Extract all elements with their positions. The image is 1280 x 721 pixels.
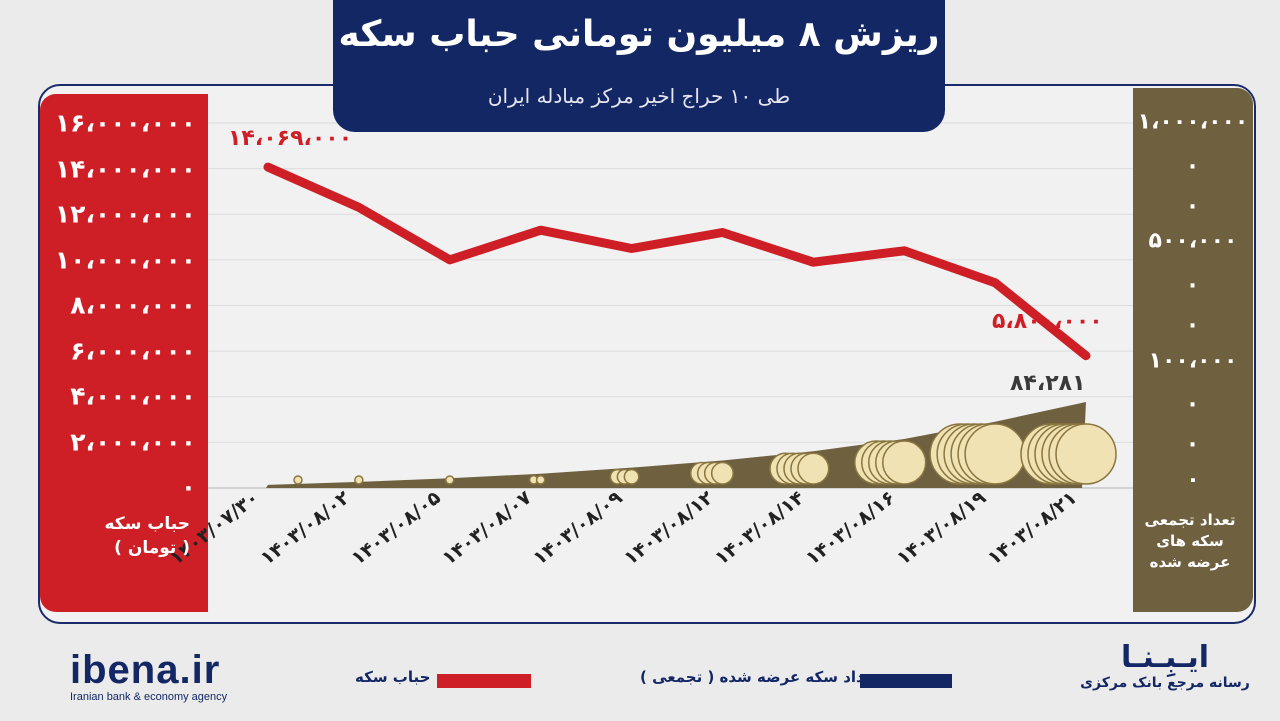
chart-subtitle: طی ۱۰ حراج اخیر مرکز مبادله ایران xyxy=(487,84,791,108)
left-axis-tick: ۲،۰۰۰،۰۰۰ xyxy=(70,427,196,456)
chart-title: ریزش ۸ میلیون تومانی حباب سکه xyxy=(338,14,940,55)
title-box: ریزش ۸ میلیون تومانی حباب سکه طی ۱۰ حراج… xyxy=(333,0,945,132)
ibena-tagline: Iranian bank & economy agency xyxy=(70,691,228,703)
left-axis-tick: ۸،۰۰۰،۰۰۰ xyxy=(70,290,196,320)
coin-mark xyxy=(445,475,455,485)
left-axis-tick: ۱۲،۰۰۰،۰۰۰ xyxy=(54,199,196,229)
coin-bubble-point xyxy=(538,228,543,233)
left-axis-tick: ۴،۰۰۰،۰۰۰ xyxy=(70,381,196,411)
x-axis-tick: ۱۴۰۳/۰۸/۱۲ xyxy=(620,486,718,569)
coin-mark xyxy=(354,475,364,485)
ibena-persian-logo: ایـبِـنـا رسانه مرجع بانک مرکزی xyxy=(1080,640,1250,691)
left-axis-tick: ۶،۰۰۰،۰۰۰ xyxy=(70,336,196,365)
coin-bubble-point xyxy=(902,248,907,253)
x-axis-tick: ۱۴۰۳/۰۸/۰۲ xyxy=(256,486,354,569)
coin-bubble-point xyxy=(356,205,361,210)
last-bubble-label: ۵،۸۰۰،۰۰۰ xyxy=(992,309,1103,334)
right-axis-tick: ۵۰۰،۰۰۰ xyxy=(1148,228,1238,254)
right-axis-tick: . xyxy=(1188,427,1198,453)
coin-bubble-point xyxy=(1084,353,1088,358)
x-axis-tick: ۱۴۰۳/۰۸/۱۴ xyxy=(711,487,809,570)
coin-mark xyxy=(1055,423,1117,485)
first-bubble-label: ۱۴،۰۶۹،۰۰۰ xyxy=(228,126,352,151)
coin-mark xyxy=(710,461,734,485)
left-axis-label-line1: حباب سکه xyxy=(104,514,191,534)
x-axis-tick: ۱۴۰۳/۰۸/۰۵ xyxy=(347,486,445,569)
right-axis-tick: ۰ xyxy=(1186,467,1200,493)
ibena-brand: ibena.ir xyxy=(70,648,221,692)
chart-frame xyxy=(38,84,1256,624)
ibena-persian-tagline: رسانه مرجع بانک مرکزی xyxy=(1080,675,1250,691)
coin-bubble-point xyxy=(629,246,634,251)
coin-bubble-point xyxy=(720,230,725,235)
coin-mark xyxy=(623,468,640,485)
coin-bubble-point xyxy=(811,260,816,265)
ibena-logo: ibena.ir Iranian bank & economy agency xyxy=(70,648,227,703)
right-axis-panel xyxy=(1133,88,1253,612)
left-axis-panel xyxy=(40,94,208,612)
left-axis-tick: ۱۴،۰۰۰،۰۰۰ xyxy=(54,154,196,183)
right-axis-tick: . xyxy=(1188,387,1198,413)
last-count-label: ۸۴،۲۸۱ xyxy=(1010,371,1086,396)
coin-bubble-line xyxy=(263,162,1091,361)
x-axis-tick: ۱۴۰۳/۰۸/۰۹ xyxy=(529,486,627,569)
right-axis-tick: . xyxy=(1188,268,1198,294)
right-axis-tick: ۱،۰۰۰،۰۰۰ xyxy=(1137,109,1249,135)
x-axis-tick: ۱۴۰۳/۰۸/۲۱ xyxy=(983,487,1081,570)
coin-mark xyxy=(535,474,546,485)
ibena-persian-brand: ایـبِـنـا xyxy=(1120,640,1210,675)
left-axis-tick: ۰ xyxy=(180,472,196,502)
left-axis-label-line2: ( تومان ) xyxy=(114,538,190,558)
legend-count-label: تعداد سکه عرضه شده ( تجمعی ) xyxy=(640,668,879,686)
right-axis-tick: . xyxy=(1188,308,1198,334)
legend-count-swatch xyxy=(860,674,952,688)
left-axis-tick: ۱۶،۰۰۰،۰۰۰ xyxy=(54,108,196,138)
right-axis-tick: . xyxy=(1188,189,1198,215)
right-axis-label: تعداد تجمعی سکه های عرضه شده xyxy=(1135,510,1245,573)
coin-bubble-point xyxy=(447,257,452,262)
right-axis-tick: ۱۰۰،۰۰۰ xyxy=(1148,348,1238,374)
coin-mark xyxy=(964,423,1026,485)
legend-bubble-swatch xyxy=(437,674,531,688)
left-axis-label: حباب سکه ( تومان ) xyxy=(40,512,191,560)
x-axis-tick: ۱۴۰۳/۰۸/۰۷ xyxy=(438,486,536,569)
coin-mark xyxy=(881,440,927,485)
coin-mark xyxy=(293,475,303,485)
right-axis-label-line3: عرضه شده xyxy=(1149,553,1231,571)
x-axis-tick: ۱۴۰۳/۰۸/۱۹ xyxy=(893,486,991,569)
coin-bubble-point xyxy=(993,280,998,285)
coin-mark xyxy=(797,452,830,485)
left-axis-tick: ۱۰،۰۰۰،۰۰۰ xyxy=(54,245,196,274)
legend-bubble-label: حباب سکه xyxy=(355,668,431,686)
right-axis-label-line1: تعداد تجمعی xyxy=(1144,511,1236,529)
x-axis-tick: ۱۴۰۳/۰۸/۱۶ xyxy=(802,487,900,570)
right-axis-tick: . xyxy=(1188,149,1198,175)
coin-bubble-point xyxy=(266,165,270,170)
right-axis-label-line2: سکه های xyxy=(1156,532,1224,550)
